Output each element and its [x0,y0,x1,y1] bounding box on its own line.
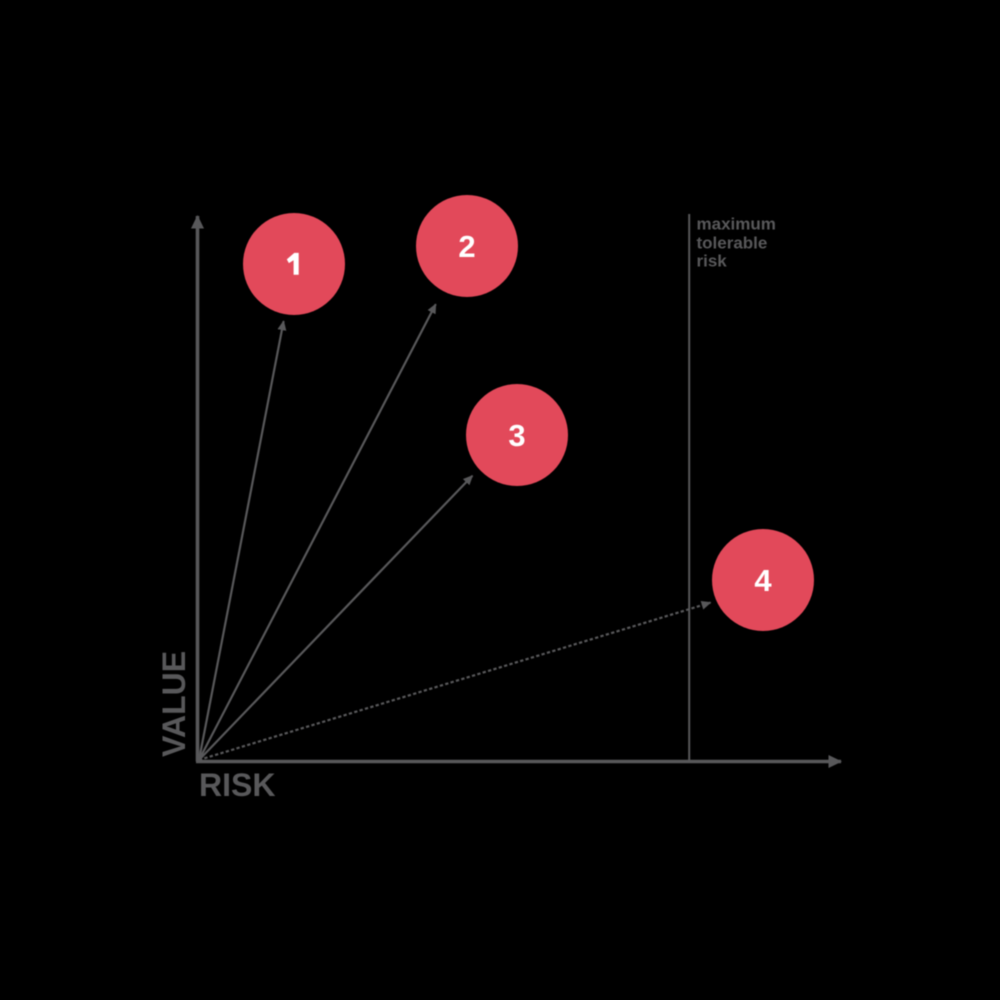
svg-text:maximum: maximum [697,215,776,234]
svg-text:RISK: RISK [199,767,275,803]
svg-text:tolerable: tolerable [697,234,768,253]
svg-text:4: 4 [754,563,772,598]
svg-text:3: 3 [508,418,525,453]
svg-text:VALUE: VALUE [156,651,192,757]
svg-text:risk: risk [697,252,728,271]
svg-text:2: 2 [458,229,475,264]
